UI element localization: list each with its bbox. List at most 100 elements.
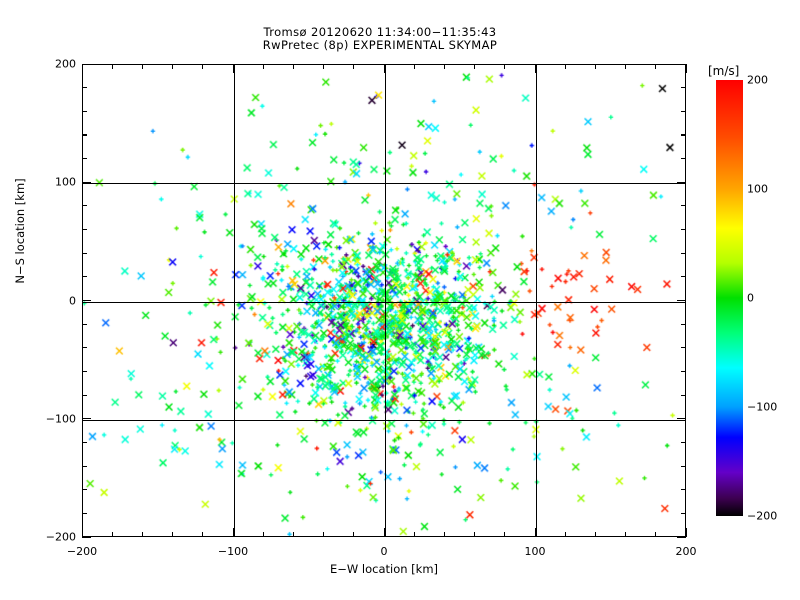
x-tick: [564, 532, 566, 537]
x-tick: [655, 64, 657, 69]
y-tick-label: 100: [55, 175, 76, 189]
x-tick: [353, 532, 355, 537]
x-tick: [625, 532, 627, 537]
gridline-horizontal: [83, 419, 685, 421]
x-tick: [172, 64, 174, 69]
y-tick: [677, 63, 686, 65]
x-tick: [323, 532, 325, 537]
x-tick-label: 0: [380, 545, 388, 558]
y-tick: [681, 110, 686, 112]
x-tick: [262, 532, 264, 537]
gridline-vertical: [385, 65, 387, 536]
y-tick: [82, 370, 87, 373]
x-tick: [534, 528, 536, 537]
x-tick-label: 200: [675, 545, 697, 558]
y-tick: [681, 512, 686, 514]
y-tick: [677, 181, 686, 183]
y-tick: [677, 536, 686, 538]
y-tick: [82, 110, 87, 112]
x-tick: [232, 64, 234, 73]
x-tick: [655, 532, 657, 537]
colorbar-tick-label: 100: [747, 182, 768, 196]
y-tick: [82, 181, 91, 183]
y-tick: [82, 134, 87, 136]
x-tick: [292, 64, 294, 69]
colorbar-unit-label: [m/s]: [708, 64, 740, 78]
x-tick: [292, 532, 294, 537]
x-tick-label: −100: [217, 545, 249, 558]
x-tick-label: −200: [66, 545, 98, 558]
y-tick: [681, 489, 686, 491]
x-tick: [504, 532, 506, 537]
y-tick: [82, 441, 87, 443]
x-tick: [413, 64, 415, 69]
y-tick: [82, 158, 87, 160]
y-tick: [82, 418, 91, 420]
x-tick: [443, 532, 445, 537]
y-tick: [82, 276, 87, 278]
y-tick: [82, 205, 87, 207]
y-tick: [82, 229, 87, 231]
x-tick: [81, 528, 83, 537]
y-tick: [681, 465, 686, 467]
x-tick: [81, 64, 83, 73]
figure-title: Tromsø 20120620 11:34:00−11:35:43 RwPret…: [0, 26, 760, 52]
colorbar-tick-label: −200: [747, 509, 778, 523]
x-tick: [474, 64, 476, 69]
plot-area: [82, 64, 686, 537]
x-tick: [141, 64, 143, 69]
y-tick: [681, 347, 686, 349]
x-tick: [262, 64, 264, 69]
x-axis-label: E−W location [km]: [329, 562, 439, 576]
x-tick: [141, 532, 143, 537]
y-tick: [681, 205, 686, 207]
x-tick: [383, 528, 385, 537]
x-tick: [111, 64, 113, 69]
x-tick: [443, 64, 445, 69]
y-tick: [82, 63, 91, 65]
x-tick: [172, 532, 174, 537]
y-tick: [82, 465, 87, 467]
y-tick: [681, 134, 686, 136]
x-tick: [202, 532, 204, 537]
x-tick: [353, 64, 355, 69]
gridline-horizontal: [83, 183, 685, 185]
x-tick: [111, 532, 113, 537]
y-tick: [681, 87, 686, 89]
title-line-2: RwPretec (8p) EXPERIMENTAL SKYMAP: [262, 38, 498, 52]
y-tick-label: 0: [69, 294, 76, 307]
y-tick: [681, 394, 686, 396]
x-tick: [323, 64, 325, 69]
y-tick: [82, 323, 87, 325]
y-tick: [681, 229, 686, 231]
y-tick-label: 200: [55, 57, 76, 71]
colorbar: [716, 80, 743, 516]
x-tick: [685, 64, 687, 73]
y-tick: [82, 87, 87, 89]
x-tick: [383, 64, 385, 73]
y-tick: [681, 252, 686, 254]
y-tick: [681, 323, 686, 325]
y-tick: [681, 158, 686, 160]
x-tick: [594, 64, 596, 69]
x-tick: [625, 64, 627, 69]
x-tick: [474, 532, 476, 537]
colorbar-tick-label: 200: [747, 73, 768, 87]
y-axis-label: N−S location [km]: [13, 178, 27, 284]
x-tick: [413, 532, 415, 537]
y-tick: [82, 347, 87, 349]
y-tick: [82, 252, 87, 254]
y-tick: [82, 489, 87, 491]
x-tick-label: 100: [524, 545, 546, 558]
colorbar-tick-label: −100: [747, 400, 778, 414]
x-tick: [534, 64, 536, 73]
y-tick: [681, 441, 686, 443]
y-tick: [677, 418, 686, 420]
gridline-vertical: [536, 65, 538, 536]
gridline-vertical: [234, 65, 236, 536]
y-tick: [82, 512, 87, 514]
x-tick: [232, 528, 234, 537]
y-tick-label: −100: [45, 412, 76, 426]
gridline-horizontal: [83, 301, 685, 303]
